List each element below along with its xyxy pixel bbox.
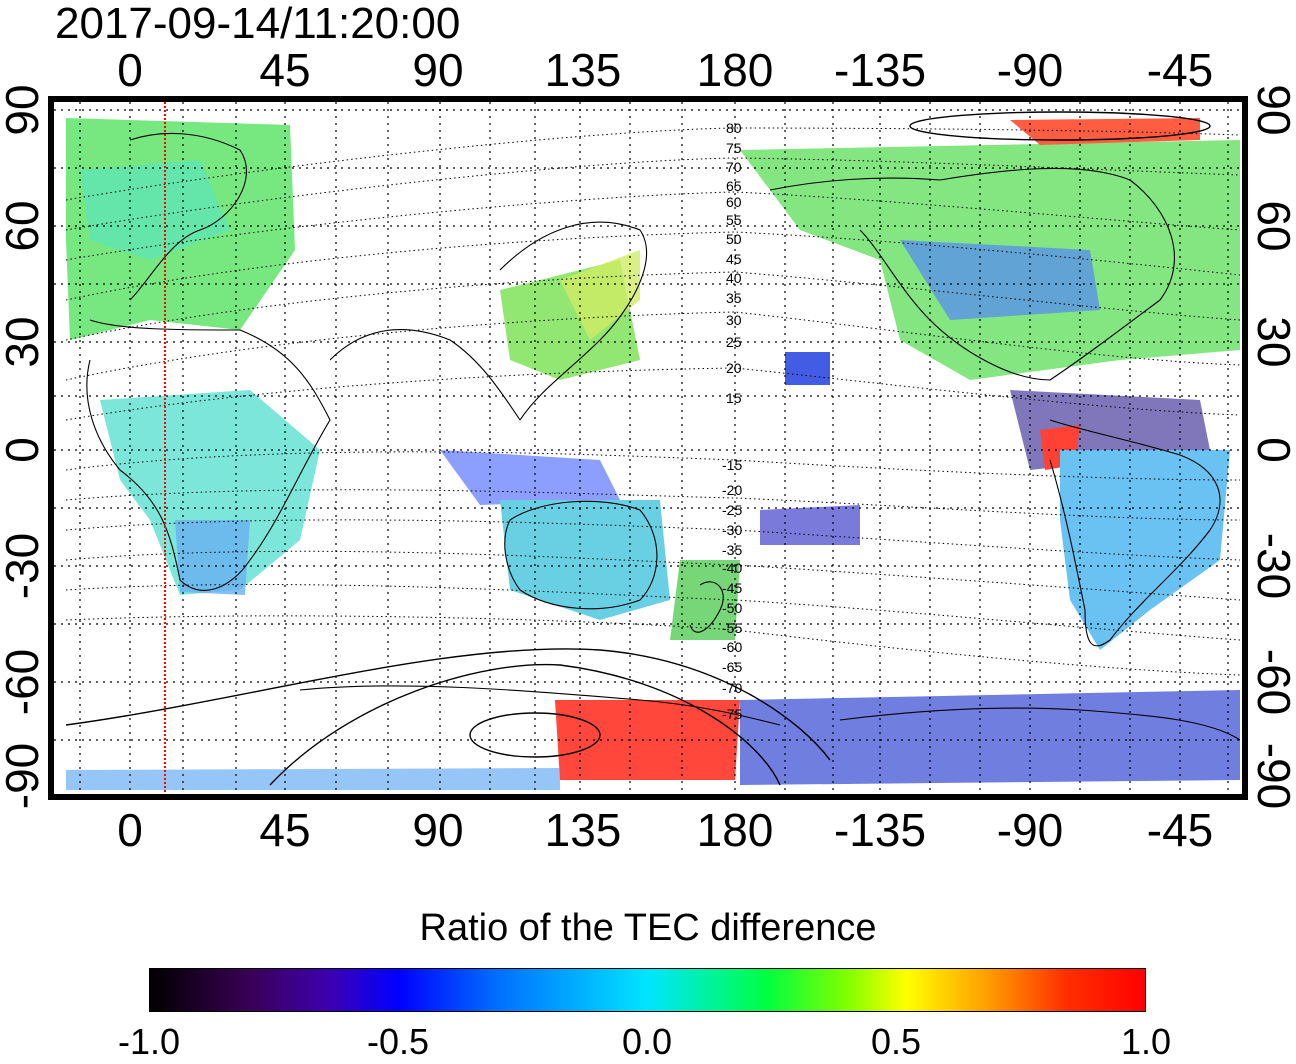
patch-pacific-blob — [785, 352, 830, 385]
patch-antarctic-red — [555, 700, 740, 780]
patch-pacific-blue — [760, 505, 860, 545]
colorbar-tick: 1.0 — [1120, 1021, 1172, 1062]
y-axis-right: 90 60 30 0 -30 -60 -90 — [1248, 84, 1296, 809]
y-tick-left: 0 — [0, 437, 48, 463]
contour-label: 20 — [726, 360, 742, 376]
contour-label: 80 — [726, 120, 742, 136]
patch-arctic-red — [1010, 118, 1200, 145]
x-tick-bottom: 180 — [697, 804, 774, 856]
y-tick-left: 90 — [0, 84, 48, 135]
x-axis-top: 0 45 90 135 180 -135 -90 -45 — [117, 44, 1213, 96]
frame-right-bar — [1242, 96, 1248, 800]
contour-labels: 80 75 70 65 60 55 50 45 40 35 30 25 20 1… — [722, 120, 742, 722]
contour-label: 45 — [726, 251, 742, 267]
y-tick-right: 90 — [1248, 84, 1296, 135]
contour-label: 30 — [726, 312, 742, 328]
x-axis-bottom: 0 45 90 135 180 -135 -90 -45 — [117, 804, 1213, 856]
contour-label: -65 — [722, 659, 742, 675]
contour-label: 55 — [726, 212, 742, 228]
contour-label: -30 — [722, 522, 742, 538]
x-tick-bottom: 90 — [412, 804, 463, 856]
x-tick-top: 135 — [545, 44, 622, 96]
contour-label: 75 — [726, 140, 742, 156]
colorbar-tick: 0.0 — [621, 1021, 673, 1062]
tec-map: 80 75 70 65 60 55 50 45 40 35 30 25 20 1… — [0, 44, 1296, 856]
coastlines — [86, 132, 1241, 741]
magnetic-contours — [65, 127, 1241, 676]
y-tick-right: 60 — [1248, 200, 1296, 251]
y-tick-right: -30 — [1248, 533, 1296, 599]
x-tick-bottom: -45 — [1147, 804, 1213, 856]
contour-label: -60 — [722, 639, 742, 655]
contour-label: -50 — [722, 600, 742, 616]
colorbar-tick: -0.5 — [366, 1021, 430, 1062]
y-axis-left: 90 60 30 0 -30 -60 -90 — [0, 84, 48, 809]
colorbar — [149, 968, 1146, 1012]
frame-bottom-bar — [50, 794, 1246, 800]
contour-label: 50 — [726, 231, 742, 247]
patch-southern-band — [66, 768, 560, 790]
y-tick-left: -90 — [0, 743, 48, 809]
colorbar-tick: 0.5 — [870, 1021, 922, 1062]
patch-nz — [670, 560, 740, 640]
y-tick-right: 30 — [1248, 316, 1296, 367]
contour-label: 70 — [726, 159, 742, 175]
tec-data-patches — [66, 118, 1240, 790]
contour-label: -40 — [722, 560, 742, 576]
grid-lines — [54, 102, 1242, 794]
y-tick-left: -30 — [0, 533, 48, 599]
patch-australia — [500, 500, 670, 620]
y-tick-left: 60 — [0, 200, 48, 251]
x-tick-bottom: 0 — [117, 804, 143, 856]
contour-label: -35 — [722, 542, 742, 558]
x-tick-top: -45 — [1147, 44, 1213, 96]
frame-left-bar — [48, 96, 54, 800]
colorbar-tick: -1.0 — [117, 1021, 181, 1062]
x-tick-top: -90 — [997, 44, 1063, 96]
x-tick-bottom: -90 — [997, 804, 1063, 856]
contour-label: -75 — [722, 706, 742, 722]
map-title: 2017-09-14/11:20:00 — [55, 0, 461, 48]
patch-south-africa — [175, 520, 250, 595]
y-tick-right: 0 — [1248, 437, 1296, 463]
patch-antarctic-blue — [740, 690, 1240, 785]
x-tick-bottom: 135 — [545, 804, 622, 856]
colorbar-title: Ratio of the TEC difference — [419, 907, 877, 949]
x-tick-top: 45 — [259, 44, 310, 96]
contour-label: 40 — [726, 270, 742, 286]
contour-label: -15 — [722, 457, 742, 473]
contour-label: 15 — [726, 390, 742, 406]
patch-na-blue — [900, 240, 1100, 320]
patch-south-america — [1060, 450, 1230, 650]
patch-europe-cyan — [80, 160, 230, 260]
patch-japan — [560, 250, 640, 340]
contour-label: -70 — [722, 680, 742, 696]
x-tick-bottom: -135 — [834, 804, 926, 856]
x-tick-bottom: 45 — [259, 804, 310, 856]
contour-label: 60 — [726, 194, 742, 210]
contour-label: 35 — [726, 290, 742, 306]
contour-label: -55 — [722, 620, 742, 636]
y-tick-left: 30 — [0, 316, 48, 367]
x-tick-top: 180 — [697, 44, 774, 96]
auroral-contours — [65, 111, 1211, 786]
contour-label: -20 — [722, 482, 742, 498]
contour-label: 25 — [726, 334, 742, 350]
frame-top-bar — [50, 96, 1246, 102]
y-tick-left: -60 — [0, 649, 48, 715]
contour-label: 65 — [726, 178, 742, 194]
y-tick-right: -60 — [1248, 649, 1296, 715]
x-tick-top: 90 — [412, 44, 463, 96]
x-tick-top: 0 — [117, 44, 143, 96]
patch-africa — [100, 390, 320, 595]
y-tick-right: -90 — [1248, 743, 1296, 809]
contour-label: -25 — [722, 502, 742, 518]
x-tick-top: -135 — [834, 44, 926, 96]
contour-label: -45 — [722, 580, 742, 596]
